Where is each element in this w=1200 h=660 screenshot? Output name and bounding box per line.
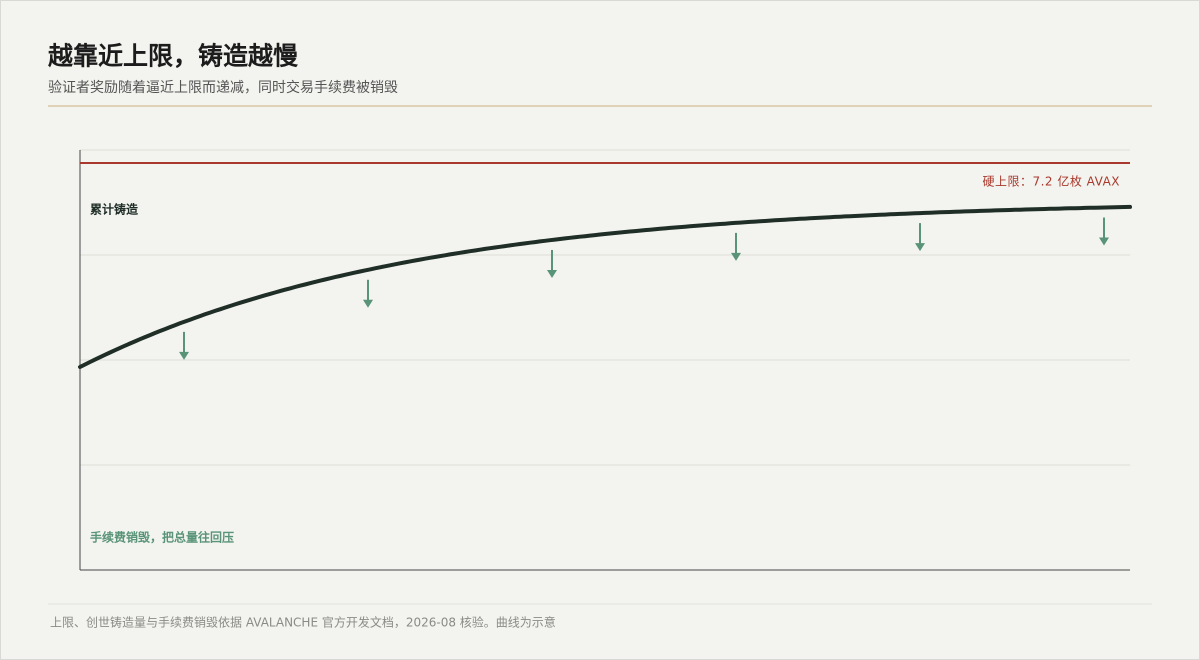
burn-arrow-head xyxy=(731,252,741,261)
title: 越靠近上限，铸造越慢 xyxy=(48,42,299,71)
supply-curve xyxy=(78,204,1132,369)
burn-arrow-head xyxy=(915,243,925,252)
burn-arrow-head xyxy=(363,299,373,308)
footer-note: 上限、创世铸造量与手续费销毁依据 AVALANCHE 官方开发文档，2026-0… xyxy=(50,615,556,630)
curve-label: 累计铸造 xyxy=(90,202,139,217)
burn-arrows xyxy=(179,217,1109,360)
grid xyxy=(80,149,1130,466)
subtitle: 验证者奖励随着逼近上限而递减，同时交易手续费被销毁 xyxy=(48,79,398,96)
burn-arrow-head xyxy=(547,269,557,278)
burn-label: 手续费销毁，把总量往回压 xyxy=(90,530,234,545)
cap-label: 硬上限：7.2 亿枚 AVAX xyxy=(982,174,1120,189)
burn-arrow-head xyxy=(1099,237,1109,246)
burn-arrow-head xyxy=(179,351,189,360)
